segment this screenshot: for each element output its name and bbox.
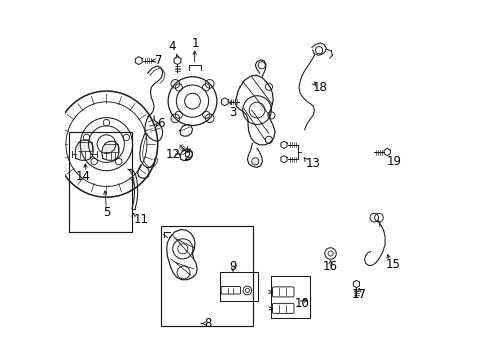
Text: 14: 14: [76, 170, 90, 183]
Text: 5: 5: [102, 207, 110, 220]
Text: 10: 10: [294, 297, 309, 310]
Bar: [69, 132, 132, 232]
Polygon shape: [104, 144, 118, 152]
Text: 13: 13: [305, 157, 320, 170]
Text: 12: 12: [165, 148, 181, 161]
Text: 9: 9: [229, 260, 236, 273]
Text: 3: 3: [229, 106, 236, 119]
Text: 18: 18: [312, 81, 327, 94]
Bar: [220, 272, 257, 301]
Bar: [161, 226, 252, 326]
Text: 17: 17: [351, 288, 366, 301]
Text: 6: 6: [157, 117, 165, 130]
Text: 15: 15: [385, 258, 400, 271]
Text: 11: 11: [133, 213, 148, 226]
Text: 16: 16: [323, 260, 337, 273]
Text: 8: 8: [204, 317, 211, 330]
Text: 2: 2: [183, 150, 190, 163]
Text: 7: 7: [155, 54, 163, 67]
Polygon shape: [78, 142, 92, 151]
Text: 19: 19: [386, 155, 401, 168]
Text: 4: 4: [168, 40, 176, 53]
Text: 1: 1: [191, 36, 198, 50]
Bar: [271, 276, 309, 318]
